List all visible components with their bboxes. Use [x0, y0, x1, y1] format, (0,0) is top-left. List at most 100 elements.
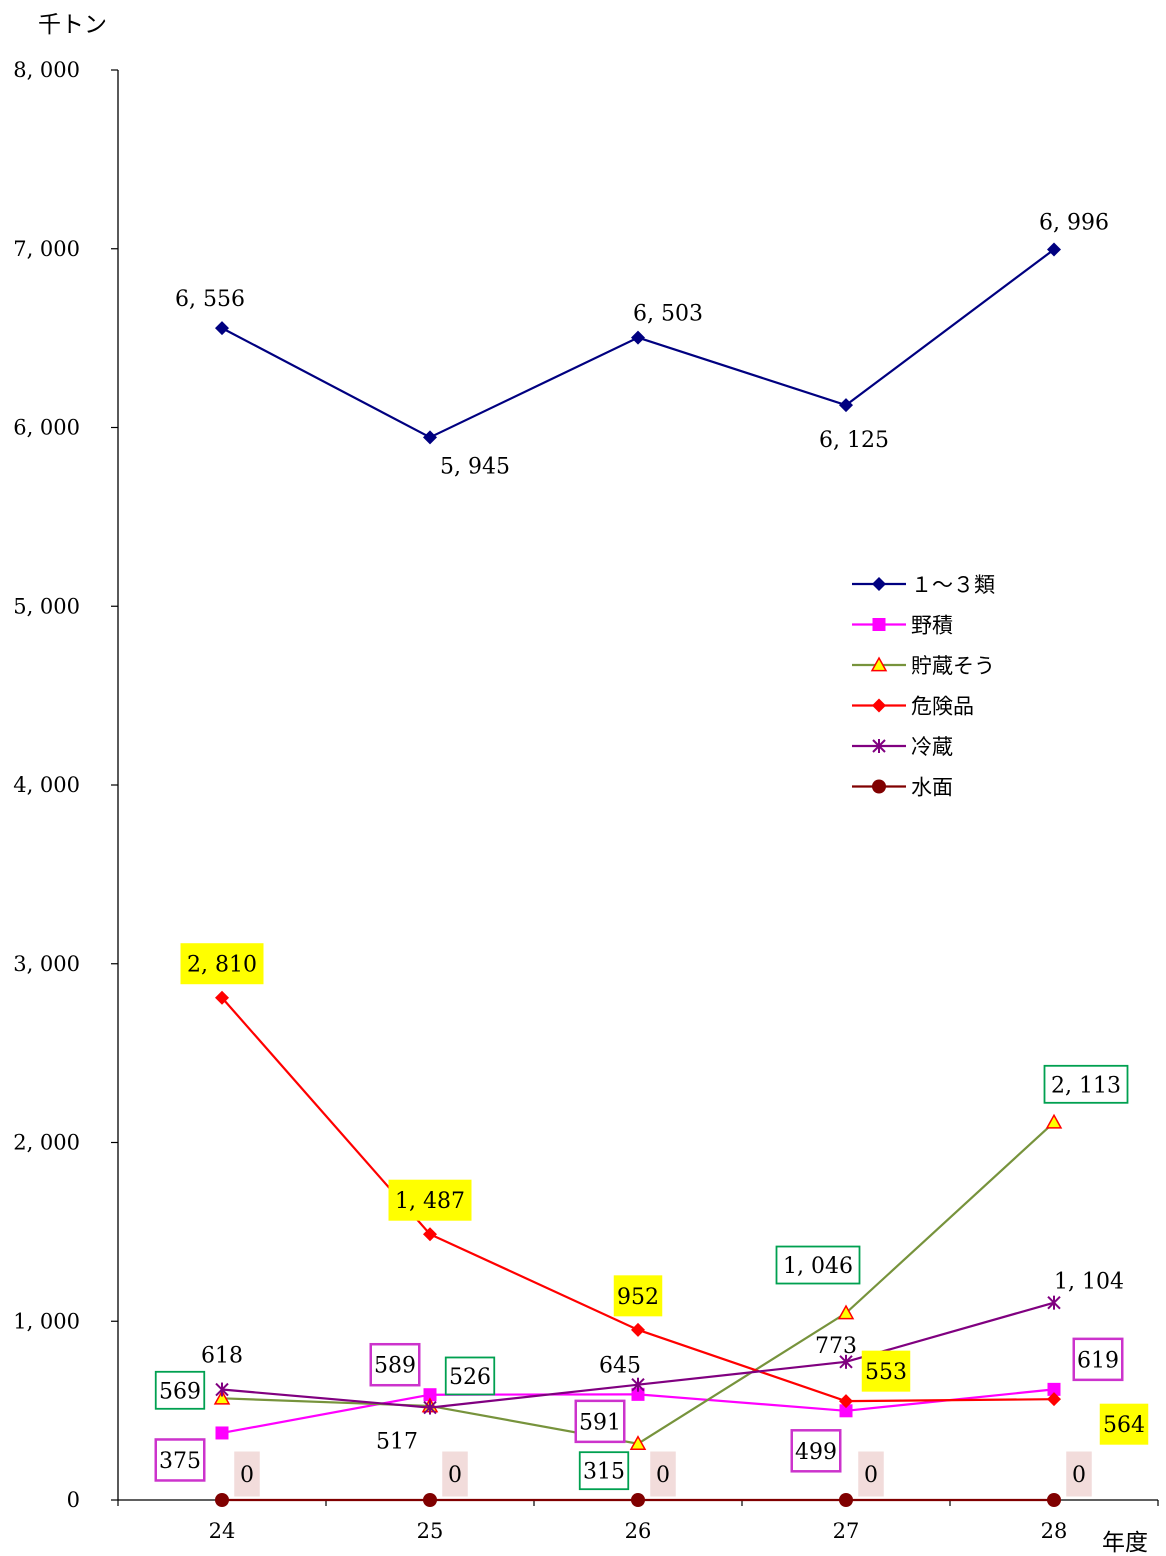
data-label-box [444, 1356, 496, 1396]
data-label: 0 [650, 1451, 676, 1497]
legend-item: 水面 [852, 776, 953, 800]
data-label-text: 569 [159, 1379, 201, 1404]
data-label-text: 952 [617, 1285, 659, 1310]
data-label-box [154, 1370, 206, 1410]
y-axis-label: 千トン [38, 12, 107, 38]
data-label-text: 564 [1103, 1413, 1145, 1438]
data-label: 6, 556 [175, 287, 245, 312]
data-point [1045, 1113, 1063, 1129]
legend-label: 水面 [911, 776, 953, 800]
data-point [839, 398, 853, 413]
data-label: 589 [369, 1342, 421, 1387]
data-label-text: 773 [815, 1334, 857, 1359]
data-label: 2, 113 [1043, 1064, 1129, 1104]
data-label-text: 0 [240, 1463, 254, 1488]
data-label-text: 2, 810 [187, 953, 257, 978]
data-label: 619 [1072, 1337, 1124, 1382]
y-tick-label: 5, 000 [13, 594, 80, 618]
series-layer [213, 242, 1063, 1507]
data-point [1047, 1493, 1061, 1507]
data-label: 0 [442, 1451, 468, 1497]
y-tick-label: 6, 000 [13, 416, 80, 440]
data-label-box [442, 1451, 468, 1497]
data-label: 499 [790, 1429, 842, 1473]
series-1 [215, 1382, 1061, 1440]
data-label: 553 [861, 1350, 911, 1392]
x-tick-label: 24 [209, 1519, 236, 1543]
data-point [215, 1426, 229, 1440]
y-tick-label: 1, 000 [13, 1309, 80, 1333]
data-label-text: 315 [583, 1460, 625, 1485]
data-point [631, 330, 645, 345]
legend-item: 野積 [852, 614, 953, 638]
data-label-text: 6, 503 [633, 302, 703, 327]
data-label: 0 [234, 1451, 260, 1497]
data-label-box [574, 1399, 626, 1444]
y-tick-label: 7, 000 [13, 237, 80, 261]
legend-marker [872, 698, 886, 713]
data-label-text: 0 [864, 1463, 878, 1488]
data-label-text: 645 [599, 1354, 641, 1379]
legend-item: １～３類 [852, 573, 995, 597]
y-tick-label: 0 [67, 1488, 80, 1512]
series-0 [215, 242, 1061, 445]
data-label-box [613, 1275, 663, 1317]
data-label: 6, 503 [633, 302, 703, 327]
data-label-box [861, 1350, 911, 1392]
data-label-text: 1, 046 [783, 1254, 853, 1279]
data-point [423, 430, 437, 445]
data-point [631, 1387, 645, 1401]
data-point [423, 1227, 437, 1242]
data-label: 1, 104 [1054, 1270, 1124, 1295]
legend-marker [872, 577, 886, 591]
data-label: 6, 996 [1039, 210, 1109, 235]
data-label: 591 [574, 1399, 626, 1444]
data-label-text: 2, 113 [1051, 1073, 1121, 1098]
data-label: 564 [1099, 1403, 1149, 1445]
data-point [631, 1322, 645, 1337]
data-label-text: 6, 996 [1039, 210, 1109, 235]
data-label: 517 [376, 1430, 418, 1455]
legend-label: 野積 [911, 614, 953, 638]
data-label-box [234, 1451, 260, 1497]
series-3 [215, 990, 1061, 1409]
legend-item: 貯蔵そう [852, 654, 995, 678]
data-label: 2, 810 [180, 943, 264, 985]
data-point [213, 1389, 231, 1405]
data-label-text: 553 [865, 1360, 907, 1385]
data-point [839, 1404, 853, 1418]
data-label-text: 499 [795, 1440, 837, 1465]
data-label-text: 0 [1072, 1463, 1086, 1488]
series-4 [215, 1295, 1061, 1415]
data-label-text: 375 [159, 1449, 201, 1474]
data-label: 315 [578, 1451, 630, 1491]
data-point [837, 1304, 855, 1320]
legend-marker [872, 739, 886, 753]
data-point [215, 321, 229, 336]
data-point [215, 990, 229, 1005]
data-label-text: 1, 104 [1054, 1270, 1124, 1295]
data-point [839, 1394, 853, 1409]
data-label: 773 [815, 1334, 857, 1359]
data-label-box [775, 1245, 861, 1285]
legend-label: 危険品 [911, 695, 974, 719]
data-point [215, 1493, 229, 1507]
data-label-text: 5, 945 [440, 454, 510, 479]
data-point [839, 1493, 853, 1507]
y-tick-label: 2, 000 [13, 1131, 80, 1155]
data-label: 618 [201, 1344, 243, 1369]
axes: 0 1, 000 2, 000 3, 000 4, 000 5, 000 6, 000 7, … [13, 58, 1159, 1543]
data-label-text: 591 [579, 1410, 621, 1435]
data-point [839, 1354, 853, 1369]
data-label-text: 6, 556 [175, 287, 245, 312]
data-point [631, 1377, 645, 1392]
legend-item: 冷蔵 [852, 735, 953, 759]
data-label-box [1043, 1064, 1129, 1104]
series-line [221, 996, 1055, 1403]
data-point [423, 1400, 437, 1415]
y-tick-label: 3, 000 [13, 952, 80, 976]
data-label-box [1066, 1451, 1092, 1497]
x-tick-label: 25 [417, 1519, 444, 1543]
data-label-layer: 6, 556 5, 945 6, 503 6, 125 6, 996 375 589 591 4… [154, 210, 1149, 1497]
